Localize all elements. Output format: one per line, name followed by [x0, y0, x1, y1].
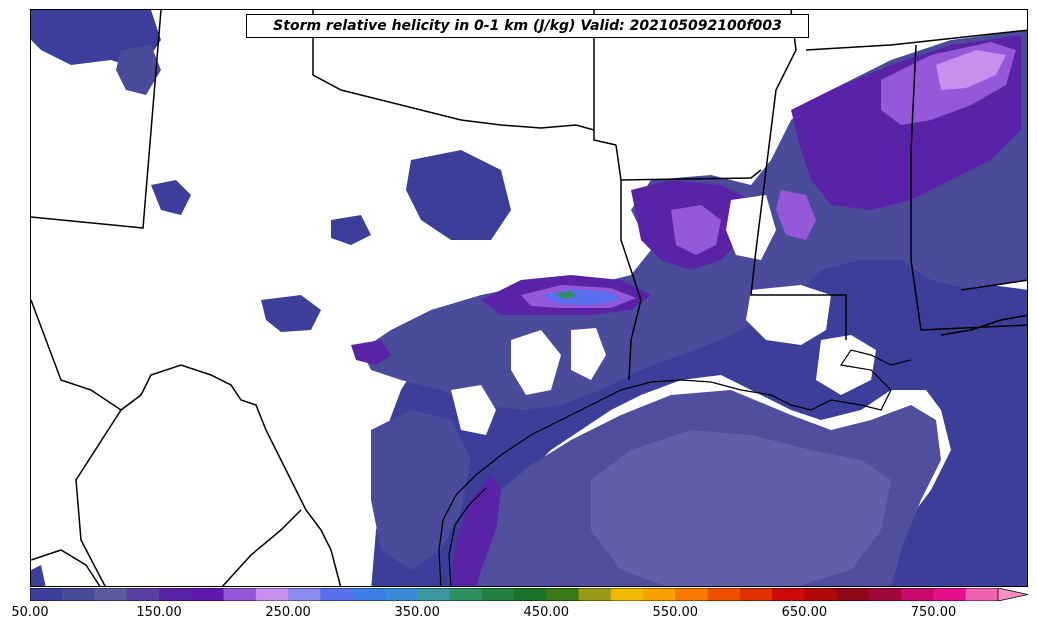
- colorbar-segment: [191, 588, 225, 601]
- map-panel: [30, 9, 1028, 587]
- colorbar-segment: [481, 588, 515, 601]
- colorbar-extend-arrow: [997, 588, 1028, 601]
- colorbar-segment: [868, 588, 902, 601]
- colorbar-tick-label: 450.00: [523, 605, 570, 620]
- gap-tx-3: [451, 385, 496, 435]
- helicity-shading: [31, 10, 1027, 586]
- colorbar-segment: [836, 588, 870, 601]
- border-mexico-states-2: [221, 509, 302, 586]
- border-fl: [940, 314, 1027, 336]
- colorbar: [30, 588, 1028, 601]
- colorbar-segment: [675, 588, 709, 601]
- shade-region-south-tx: [371, 410, 471, 570]
- colorbar-segment: [449, 588, 483, 601]
- shade-region-northeast-pink: [936, 50, 1006, 90]
- border-mexico-states: [75, 409, 122, 586]
- colorbar-segment: [30, 588, 63, 601]
- colorbar-segment: [159, 588, 192, 601]
- shade-region-nw-2: [116, 45, 161, 95]
- gap-tx-2: [571, 328, 606, 380]
- colorbar-tick-label: 750.00: [910, 605, 957, 620]
- border-ms-river: [750, 10, 847, 340]
- colorbar-segment: [707, 588, 741, 601]
- colorbar-tick-label: 550.00: [652, 605, 699, 620]
- colorbar-segment: [546, 588, 580, 601]
- colorbar-segment: [933, 588, 967, 601]
- colorbar-tick-label: 50.00: [11, 605, 49, 620]
- gap-la-1: [746, 285, 831, 345]
- shade-region-ark-violet: [671, 205, 721, 255]
- colorbar-segment: [804, 588, 838, 601]
- shade-region-west-2: [261, 295, 321, 332]
- colorbar-tick-label: 650.00: [781, 605, 828, 620]
- border-tx-mexico: [31, 299, 342, 586]
- colorbar-segment: [643, 588, 676, 601]
- colorbar-segment: [514, 588, 547, 601]
- colorbar-tick-label: 250.00: [265, 605, 311, 620]
- border-nm-co: [31, 10, 162, 229]
- border-ok-tx-north: [312, 10, 595, 131]
- colorbar-segment: [965, 588, 999, 601]
- coast-barrier-island: [448, 487, 487, 586]
- colorbar-segment: [126, 588, 160, 601]
- colorbar-tick-label: 350.00: [394, 605, 440, 620]
- coastline: [438, 349, 912, 586]
- shade-region-west-5: [351, 340, 391, 365]
- border-ar-north: [620, 169, 762, 181]
- shade-region-west-1: [151, 180, 191, 215]
- colorbar-segment: [578, 588, 612, 601]
- colorbar-segment: [223, 588, 257, 601]
- colorbar-segment: [255, 588, 289, 601]
- colorbar-segment: [62, 588, 96, 601]
- colorbar-segment: [417, 588, 450, 601]
- border-tn-north: [805, 29, 1027, 51]
- shade-region-west-3: [406, 150, 511, 240]
- map-title: Storm relative helicity in 0-1 km (J/kg)…: [246, 14, 809, 38]
- colorbar-segment: [739, 588, 773, 601]
- shade-region-sw-small: [31, 565, 46, 586]
- colorbar-segment: [901, 588, 934, 601]
- border-ok-ar: [593, 10, 617, 146]
- colorbar-segment: [320, 588, 354, 601]
- state-boundaries: [31, 10, 1027, 586]
- colorbar-segment: [610, 588, 644, 601]
- shade-region-coast-purple: [451, 475, 501, 586]
- shade-region-west-4: [331, 215, 371, 245]
- colorbar-segment: [94, 588, 128, 601]
- shade-region-band-green: [556, 291, 576, 299]
- gap-tx-1: [511, 330, 561, 395]
- colorbar-segment: [772, 588, 805, 601]
- colorbar-segment: [352, 588, 386, 601]
- helicity-map: [31, 10, 1027, 586]
- border-ms-al: [910, 44, 1027, 331]
- border-al-fl: [960, 279, 1027, 291]
- shade-region-miss-violet: [776, 190, 816, 240]
- colorbar-tick-label: 150.00: [136, 605, 182, 620]
- border-mexico-states-3: [31, 549, 101, 586]
- colorbar-segment: [384, 588, 418, 601]
- shade-region-gulf-light: [591, 430, 891, 586]
- gap-ms-1: [726, 195, 776, 260]
- coast-tx-la-ms: [438, 349, 912, 586]
- gap-la-2: [816, 335, 876, 395]
- colorbar-segment: [288, 588, 321, 601]
